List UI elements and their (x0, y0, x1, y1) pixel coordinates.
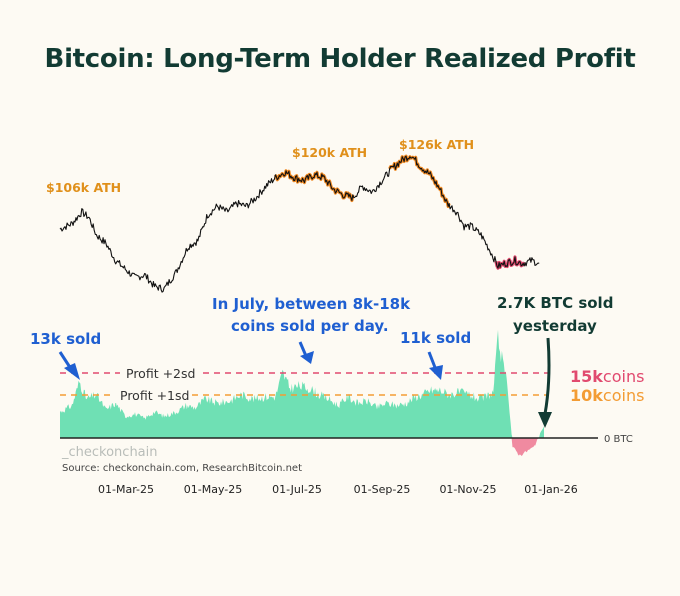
x-tick-label: 01-Nov-25 (439, 483, 496, 496)
watermark: _checkonchain (61, 445, 158, 460)
coins-10k-number: 10k (570, 386, 603, 405)
price-series (59, 154, 540, 293)
x-tick-label: 01-May-25 (184, 483, 242, 496)
x-tick-label: 01-Jan-26 (524, 483, 578, 496)
zero-label: 0 BTC (604, 434, 633, 445)
profit-2sd-label: Profit +2sd (126, 366, 195, 381)
coins-15k-label: 15kcoins (570, 367, 644, 386)
profit-series (60, 329, 544, 456)
profit-2sd-label-bg (120, 366, 198, 381)
ath-label-120k: $120k ATH (292, 145, 367, 160)
arrow-13k-head (64, 363, 80, 380)
x-tick-label: 01-Mar-25 (98, 483, 154, 496)
arrow-yesterday-head (538, 412, 552, 428)
annotation-july-line1: In July, between 8k-18k (212, 295, 411, 313)
profit-area (60, 329, 544, 438)
arrow-11k-head (429, 365, 443, 380)
annotation-yesterday-line1: 2.7K BTC sold (497, 294, 613, 312)
price-highlight-july (273, 169, 355, 203)
ath-label-106k: $106k ATH (46, 180, 121, 195)
annotation-13k-sold: 13k sold (30, 330, 101, 348)
x-tick-label: 01-Sep-25 (354, 483, 411, 496)
profit-1sd-label: Profit +1sd (120, 388, 189, 403)
arrow-july-shaft (298, 341, 308, 357)
source-note: Source: checkonchain.com, ResearchBitcoi… (62, 463, 302, 474)
arrow-yesterday-shaft (543, 337, 551, 415)
profit-1sd-label-bg (114, 388, 192, 403)
chart-title: Bitcoin: Long-Term Holder Realized Profi… (44, 44, 636, 74)
annotation-july-line2: coins sold per day. (231, 317, 389, 335)
ath-label-126k: $126k ATH (399, 137, 474, 152)
annotation-11k-sold: 11k sold (400, 329, 471, 347)
coins-15k-unit: coins (603, 367, 645, 386)
x-tick-label: 01-Jul-25 (272, 483, 322, 496)
arrow-july-head (300, 351, 314, 364)
price-line (59, 155, 540, 293)
coins-10k-label: 10kcoins (570, 386, 644, 405)
coins-15k-number: 15k (570, 367, 603, 386)
x-axis: 01-Mar-25 01-May-25 01-Jul-25 01-Sep-25 01-N… (98, 483, 578, 496)
annotation-yesterday-line2: yesterday (513, 317, 597, 335)
coins-10k-unit: coins (603, 386, 645, 405)
